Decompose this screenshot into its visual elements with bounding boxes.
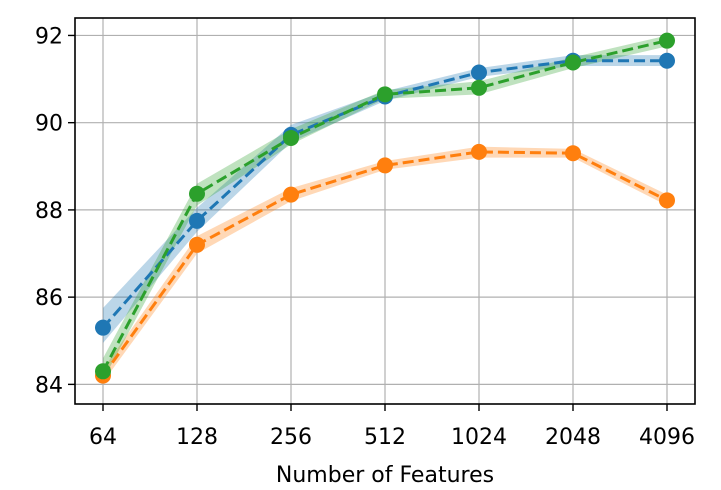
series-2-point xyxy=(565,145,581,162)
series-1-point xyxy=(95,319,111,336)
series-3-point xyxy=(565,54,581,71)
series-1-point xyxy=(659,52,675,69)
series-2-point xyxy=(377,157,393,174)
y-tick-label: 90 xyxy=(35,112,63,137)
x-tick-label: 2048 xyxy=(545,425,601,450)
series-markers xyxy=(95,32,675,384)
x-tick-label: 64 xyxy=(89,425,117,450)
x-tick-label: 128 xyxy=(176,425,218,450)
y-tick-label: 84 xyxy=(35,373,63,398)
series-2-point xyxy=(189,236,205,253)
y-tick-label: 92 xyxy=(35,24,63,49)
series-1-point xyxy=(471,64,487,81)
y-tick-label: 86 xyxy=(35,286,63,311)
series-3-point xyxy=(659,32,675,49)
series-3-point xyxy=(95,363,111,380)
grid-layer xyxy=(75,18,695,404)
series-3-point xyxy=(377,86,393,103)
series-3-point xyxy=(189,185,205,202)
series-1-band xyxy=(103,55,667,343)
x-tick-label: 256 xyxy=(270,425,312,450)
axis-ticks: 64 128 256 512 1024 2048 4096 84 86 88 90 92 xyxy=(35,24,695,450)
series-1-point xyxy=(189,212,205,229)
x-tick-label: 1024 xyxy=(451,425,507,450)
confidence-bands xyxy=(103,35,667,383)
x-tick-label: 512 xyxy=(364,425,406,450)
x-tick-label: 4096 xyxy=(639,425,695,450)
series-2-point xyxy=(471,143,487,160)
series-2-point xyxy=(283,186,299,203)
series-3-point xyxy=(283,129,299,146)
y-tick-label: 88 xyxy=(35,199,63,224)
series-2-point xyxy=(659,192,675,209)
series-2-band xyxy=(103,146,667,383)
x-axis-title: Number of Features xyxy=(276,463,494,488)
series-3-point xyxy=(471,79,487,96)
